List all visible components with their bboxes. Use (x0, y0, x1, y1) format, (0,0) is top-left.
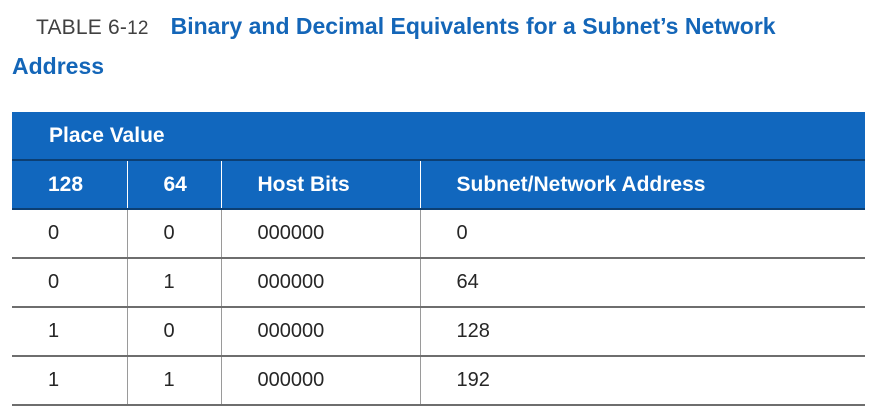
table-title: Binary and Decimal Equivalents for a Sub… (12, 13, 776, 79)
group-header-row: Place Value (12, 112, 866, 161)
cell-128: 0 (12, 258, 127, 308)
cell-host-bits: 000000 (220, 209, 420, 259)
cell-host-bits: 000000 (220, 356, 420, 406)
table-row: 0 0 000000 0 (12, 209, 866, 259)
table-number-label: TABLE 6- (36, 16, 128, 39)
cell-subnet-address: 64 (419, 258, 866, 308)
column-header-subnet-address: Subnet/Network Address (419, 160, 866, 210)
table-row: 1 1 000000 192 (12, 356, 866, 406)
cell-128: 0 (12, 209, 127, 259)
column-header-row: 128 64 Host Bits Subnet/Network Address (12, 160, 866, 210)
column-header-host-bits: Host Bits (220, 160, 420, 210)
subnet-equivalents-table: Place Value 128 64 Host Bits Subnet/Netw… (12, 112, 866, 406)
cell-128: 1 (12, 356, 127, 406)
table-caption: TABLE 6-12 Binary and Decimal Equivalents… (12, 8, 872, 88)
column-header-64: 64 (126, 160, 221, 210)
place-value-header: Place Value (12, 112, 866, 161)
cell-64: 1 (126, 258, 221, 308)
table-number-index: 12 (127, 18, 149, 39)
cell-64: 0 (126, 209, 221, 259)
cell-64: 1 (126, 356, 221, 406)
cell-128: 1 (12, 307, 127, 357)
cell-64: 0 (126, 307, 221, 357)
cell-subnet-address: 128 (419, 307, 866, 357)
table-row: 0 1 000000 64 (12, 258, 866, 308)
cell-subnet-address: 0 (419, 209, 866, 259)
table-number: TABLE 6-12 (36, 10, 149, 47)
cell-host-bits: 000000 (220, 258, 420, 308)
cell-host-bits: 000000 (220, 307, 420, 357)
table-row: 1 0 000000 128 (12, 307, 866, 357)
cell-subnet-address: 192 (419, 356, 866, 406)
column-header-128: 128 (12, 160, 127, 210)
